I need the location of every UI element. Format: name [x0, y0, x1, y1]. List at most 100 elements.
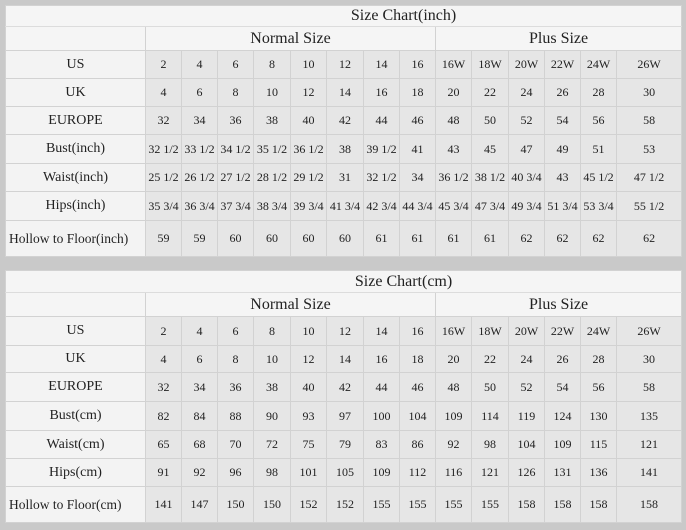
row-label: Waist(cm): [5, 430, 146, 459]
value-cell: 147: [181, 486, 218, 523]
value-cell: 121: [471, 458, 509, 487]
us-size-cell: 26W: [615, 50, 683, 79]
value-cell: 45 3/4: [435, 191, 472, 221]
value-cell: 38 1/2: [471, 163, 509, 192]
value-cell: 62: [508, 220, 545, 257]
value-cell: 100: [363, 401, 400, 431]
table-row: Hollow to Floor(inch) 59 59 60 60 60 60 61 61 61 6…: [5, 220, 683, 257]
value-cell: 42: [326, 106, 364, 135]
value-cell: 104: [508, 430, 545, 459]
value-cell: 83: [363, 430, 400, 459]
value-cell: 34: [399, 163, 436, 192]
row-label: Waist(inch): [5, 163, 146, 192]
size-chart-cm-table: Size Chart(cm) Normal Size Plus Size US 2 4 6 8…: [4, 270, 683, 523]
value-cell: 38: [326, 134, 364, 164]
value-cell: 141: [145, 486, 182, 523]
value-cell: 38: [253, 372, 291, 402]
value-cell: 158: [580, 486, 617, 523]
value-cell: 25 1/2: [145, 163, 182, 192]
value-cell: 48: [435, 372, 472, 402]
table-row: EUROPE 32 34 36 38 40 42 44 46 48 50 52 54 56 58: [5, 372, 683, 402]
value-cell: 61: [399, 220, 436, 257]
value-cell: 8: [217, 78, 254, 107]
table-row: Waist(cm) 65 68 70 72 75 79 83 86 92 98 104 109 115 12…: [5, 430, 683, 459]
value-cell: 40: [290, 106, 327, 135]
value-cell: 41: [399, 134, 436, 164]
value-cell: 31: [326, 163, 364, 192]
value-cell: 54: [544, 372, 581, 402]
value-cell: 43: [435, 134, 472, 164]
value-cell: 155: [363, 486, 400, 523]
table-row: Hips(cm) 91 92 96 98 101 105 109 112 116 121 126 131…: [5, 458, 683, 487]
size-row-us: US 2 4 6 8 10 12 14 16 16W 18W 20W 22W 24W 26W: [5, 50, 683, 79]
value-cell: 56: [580, 372, 617, 402]
value-cell: 79: [326, 430, 364, 459]
value-cell: 124: [544, 401, 581, 431]
blank-cell: [5, 26, 146, 51]
table-row: Bust(inch) 32 1/2 33 1/2 34 1/2 35 1/2 36 1/2…: [5, 134, 683, 164]
value-cell: 12: [290, 345, 327, 373]
value-cell: 61: [363, 220, 400, 257]
blank-cell: [5, 292, 146, 317]
value-cell: 28: [580, 78, 617, 107]
us-size-cell: 14: [363, 50, 400, 79]
value-cell: 104: [399, 401, 436, 431]
value-cell: 43: [544, 163, 581, 192]
value-cell: 70: [217, 430, 254, 459]
value-cell: 152: [326, 486, 364, 523]
value-cell: 20: [435, 345, 472, 373]
us-size-cell: 16: [399, 316, 436, 346]
group-header-row: Normal Size Plus Size: [5, 26, 683, 51]
value-cell: 12: [290, 78, 327, 107]
us-size-cell: 2: [145, 316, 182, 346]
value-cell: 38: [253, 106, 291, 135]
us-size-cell: 4: [181, 50, 218, 79]
value-cell: 26: [544, 345, 581, 373]
value-cell: 50: [471, 372, 509, 402]
value-cell: 22: [471, 345, 509, 373]
value-cell: 44 3/4: [399, 191, 436, 221]
value-cell: 152: [290, 486, 327, 523]
us-size-cell: 6: [217, 50, 254, 79]
us-size-cell: 12: [326, 316, 364, 346]
value-cell: 32 1/2: [145, 134, 182, 164]
us-size-cell: 20W: [508, 316, 545, 346]
us-size-cell: 26W: [615, 316, 683, 346]
value-cell: 26: [544, 78, 581, 107]
value-cell: 92: [181, 458, 218, 487]
value-cell: 6: [181, 345, 218, 373]
us-size-cell: 16W: [435, 316, 472, 346]
table-row: EUROPE 32 34 36 38 40 42 44 46 48 50 52 54 56 58: [5, 106, 683, 135]
value-cell: 55 1/2: [615, 191, 683, 221]
value-cell: 60: [217, 220, 254, 257]
value-cell: 75: [290, 430, 327, 459]
value-cell: 97: [326, 401, 364, 431]
row-label: EUROPE: [5, 372, 146, 402]
value-cell: 131: [544, 458, 581, 487]
us-size-cell: 4: [181, 316, 218, 346]
value-cell: 101: [290, 458, 327, 487]
value-cell: 58: [615, 106, 683, 135]
value-cell: 150: [217, 486, 254, 523]
value-cell: 126: [508, 458, 545, 487]
value-cell: 98: [471, 430, 509, 459]
us-size-cell: 10: [290, 316, 327, 346]
value-cell: 52: [508, 372, 545, 402]
value-cell: 82: [145, 401, 182, 431]
value-cell: 56: [580, 106, 617, 135]
value-cell: 10: [253, 345, 291, 373]
value-cell: 114: [471, 401, 509, 431]
value-cell: 45: [471, 134, 509, 164]
us-size-cell: 24W: [580, 316, 617, 346]
value-cell: 51 3/4: [544, 191, 581, 221]
table-row: UK 4 6 8 10 12 14 16 18 20 22 24 26 28 30: [5, 78, 683, 107]
value-cell: 72: [253, 430, 291, 459]
value-cell: 109: [544, 430, 581, 459]
value-cell: 158: [508, 486, 545, 523]
us-size-cell: 22W: [544, 316, 581, 346]
value-cell: 37 3/4: [217, 191, 254, 221]
row-label: Hips(cm): [5, 458, 146, 487]
value-cell: 41 3/4: [326, 191, 364, 221]
value-cell: 62: [580, 220, 617, 257]
value-cell: 90: [253, 401, 291, 431]
